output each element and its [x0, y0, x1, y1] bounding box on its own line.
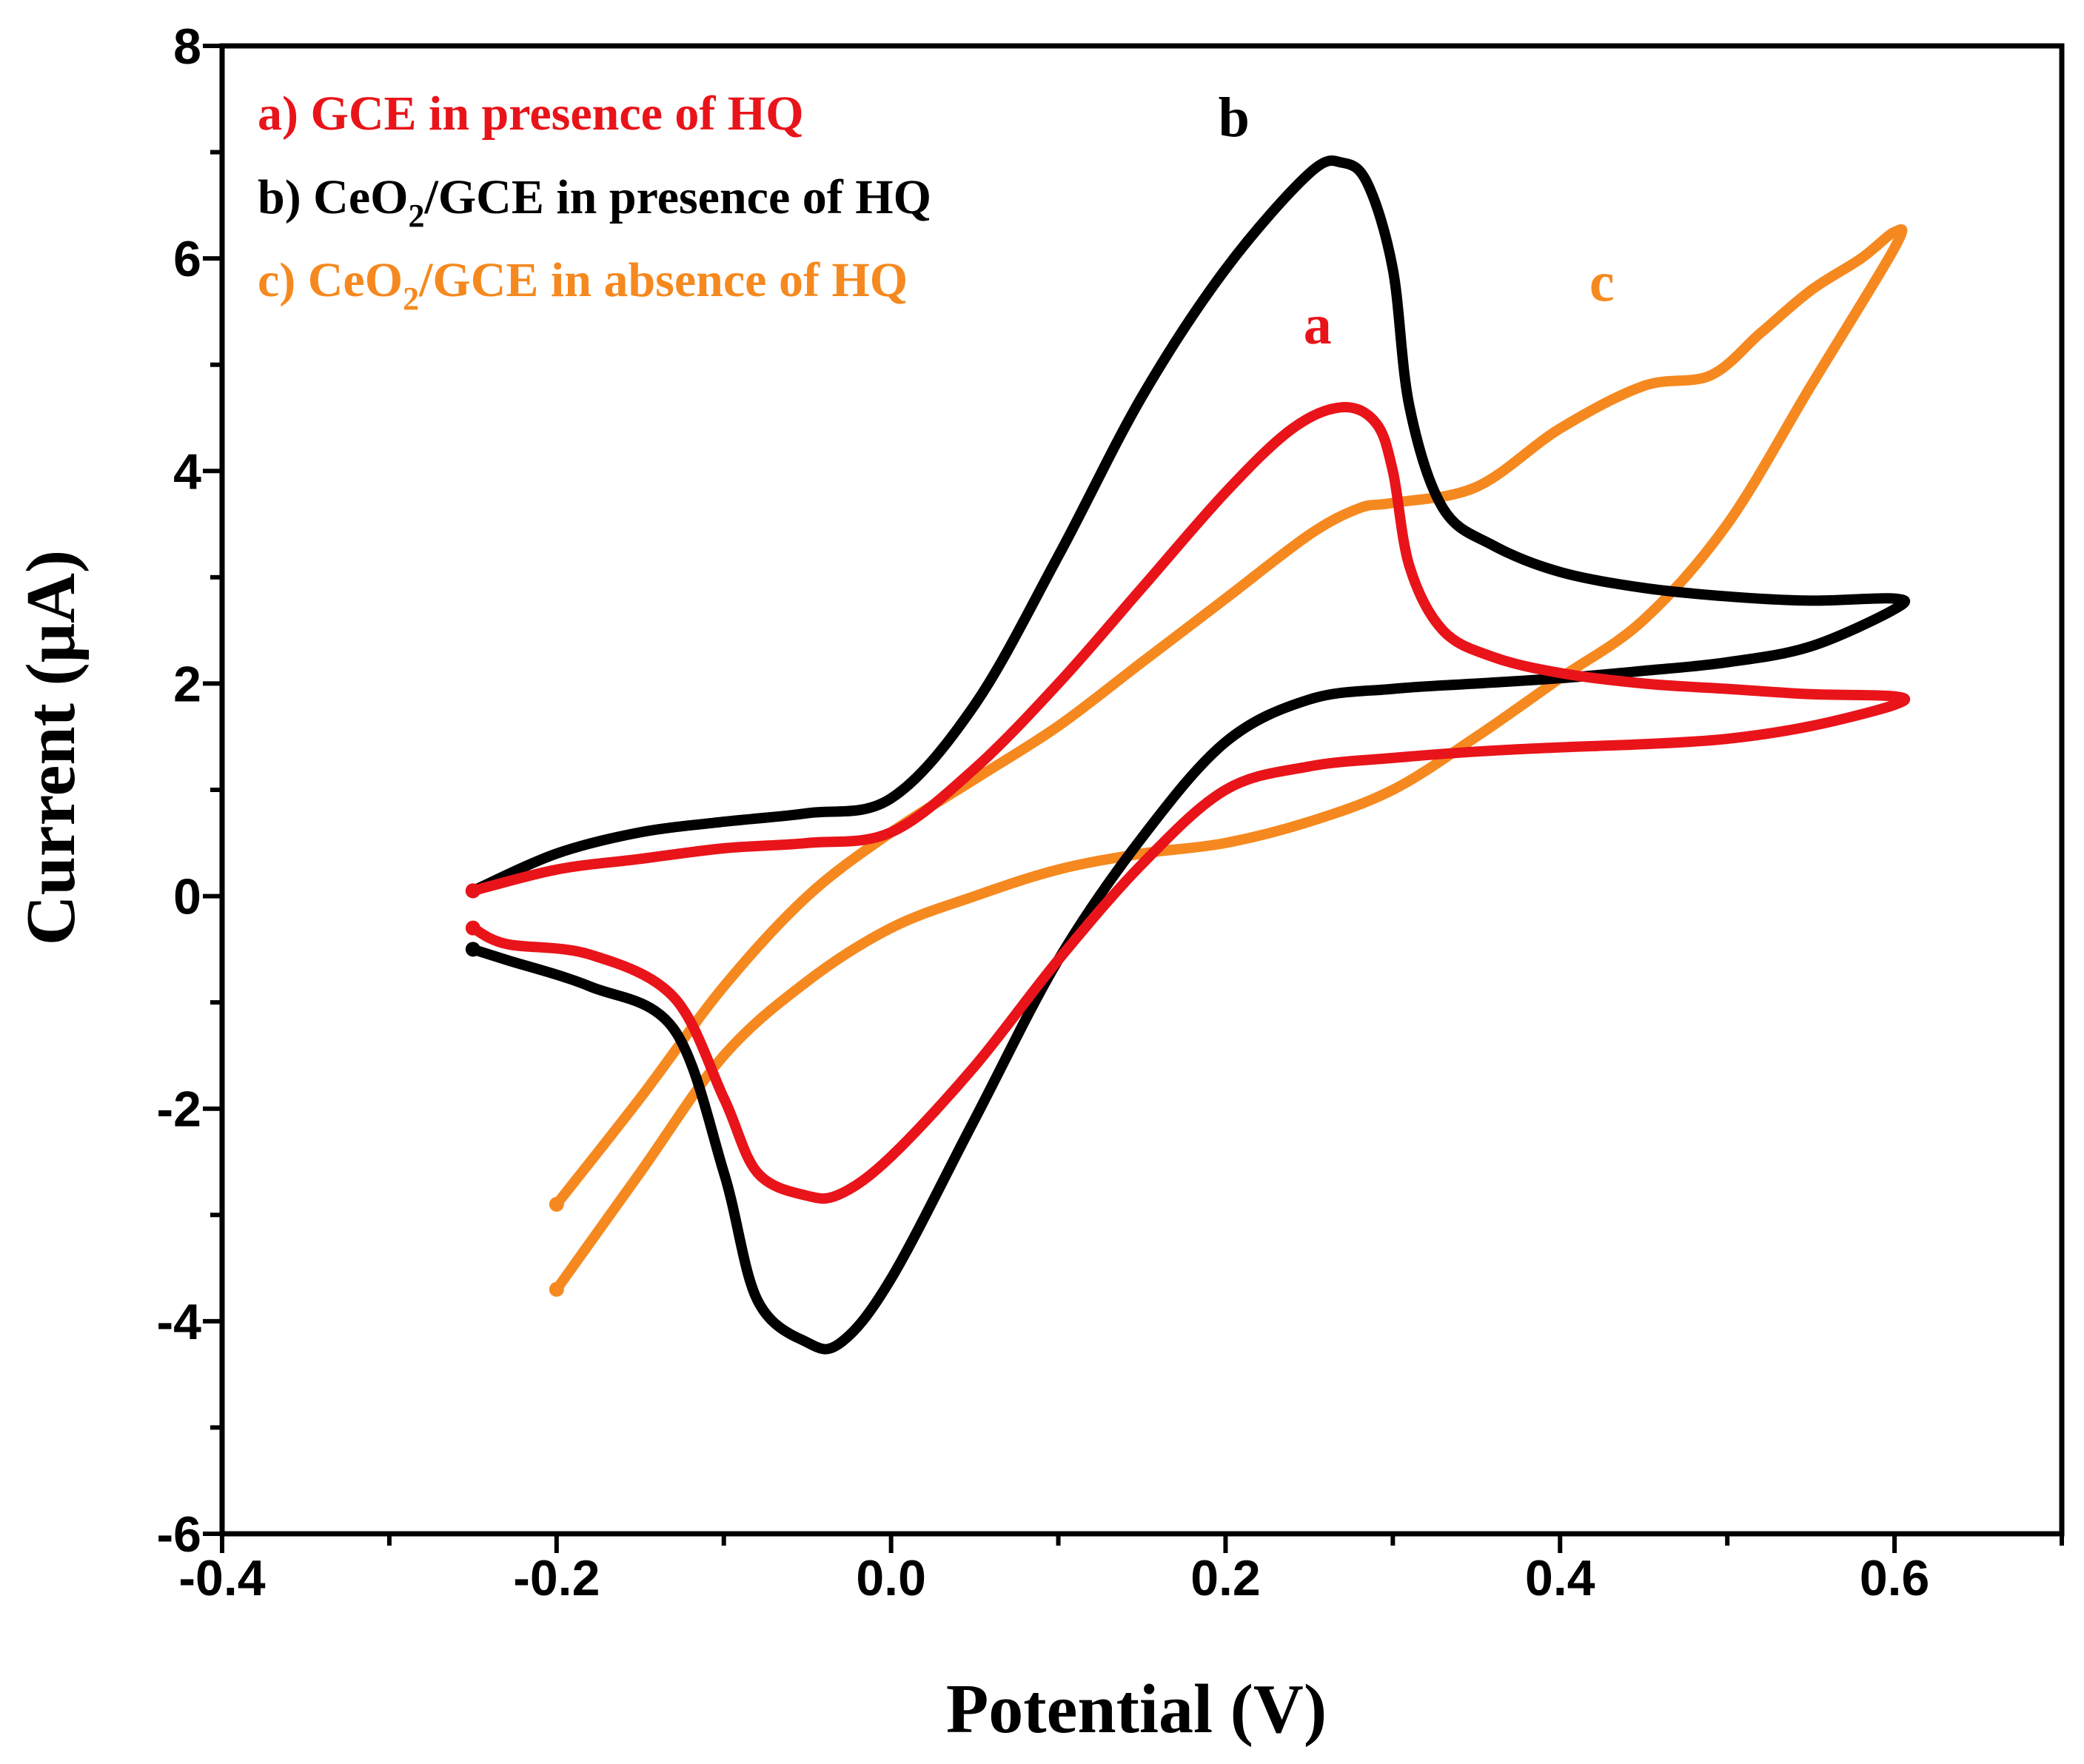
y-tick-label: -4 [157, 1294, 202, 1350]
x-tick-label: 0.4 [1525, 1550, 1595, 1606]
legend-entry-c-subscript: 2 [403, 281, 419, 317]
series-line-b [467, 155, 1911, 1355]
series-endpoint-c-end [549, 1281, 564, 1297]
curve-tag-b: b [1219, 87, 1250, 149]
y-tick-label: 6 [173, 231, 201, 287]
curve-tags: b a c [1219, 87, 1615, 356]
legend: a) GCE in presence of HQ b) CeO2/GCE in … [258, 87, 931, 317]
x-tick-label: 0.2 [1190, 1550, 1261, 1606]
x-tick-label: -0.2 [513, 1550, 600, 1606]
series-line-a [467, 402, 1911, 1204]
legend-entry-b-prefix: b) CeO [258, 170, 408, 224]
legend-entry-c-suffix: /GCE in absence of HQ [418, 253, 908, 307]
legend-entry-b: b) CeO2/GCE in presence of HQ [258, 170, 931, 234]
legend-entry-a-text: a) GCE in presence of HQ [258, 87, 804, 141]
curve-tag-a: a [1304, 294, 1332, 356]
x-axis-title: Potential (V) [946, 1671, 1327, 1748]
legend-entry-b-suffix: /GCE in presence of HQ [423, 170, 931, 224]
y-axis-title: Current (μA) [13, 550, 90, 946]
series-endpoint-b-end [465, 942, 480, 957]
series-layer [465, 155, 1911, 1355]
x-tick-label: 0.6 [1860, 1550, 1930, 1606]
y-tick-label: 4 [173, 443, 201, 500]
y-tick-label: 8 [173, 19, 201, 75]
y-tick-label: 2 [173, 656, 201, 712]
legend-entry-c-prefix: c) CeO [258, 253, 403, 307]
axis-ticks [203, 44, 2064, 1553]
series-endpoint-a-start [465, 883, 480, 899]
series-endpoint-a-end [465, 920, 480, 936]
x-tick-label: -0.4 [178, 1550, 265, 1606]
x-tick-label: 0.0 [856, 1550, 926, 1606]
y-tick-label: -2 [157, 1081, 201, 1138]
legend-entry-a: a) GCE in presence of HQ [258, 87, 804, 141]
legend-entry-b-subscript: 2 [408, 198, 424, 234]
series-endpoint-c-start [549, 1196, 564, 1212]
x-tick-labels: -0.4 -0.2 0.0 0.2 0.4 0.6 [178, 1550, 1929, 1606]
series-line-c [551, 224, 1908, 1295]
legend-entry-c: c) CeO2/GCE in absence of HQ [258, 253, 908, 317]
y-tick-label: -6 [157, 1506, 201, 1563]
y-tick-labels: -6 -4 -2 0 2 4 6 8 [157, 19, 202, 1563]
y-tick-label: 0 [173, 869, 201, 925]
curve-tag-c: c [1589, 252, 1615, 314]
